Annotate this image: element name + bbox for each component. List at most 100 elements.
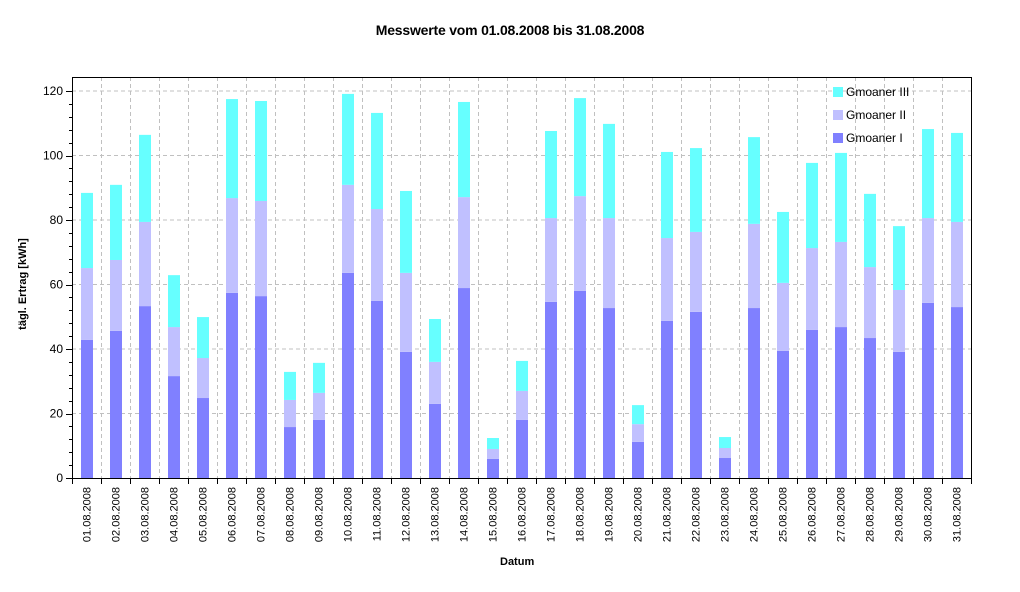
x-tick-label: 18.08.2008 (575, 487, 587, 542)
bar-segment (603, 218, 615, 309)
bar-segment (226, 198, 238, 293)
plot-frame (72, 77, 972, 479)
x-tick-label: 15.08.2008 (488, 487, 500, 542)
bar-segment (516, 419, 528, 478)
bar-segment (516, 390, 528, 420)
bar-segment (574, 196, 586, 291)
bar-segment (255, 100, 267, 201)
bar-segment (748, 223, 760, 309)
bar-segment (951, 132, 963, 222)
bar-segment (893, 226, 905, 290)
bar-segment (632, 405, 644, 425)
y-tick-label: 80 (50, 213, 64, 227)
bar-segment (835, 327, 847, 478)
x-tick-label: 22.08.2008 (691, 487, 703, 542)
y-tick-label: 40 (50, 342, 64, 356)
y-tick-label: 0 (56, 471, 63, 485)
bar-segment (429, 319, 441, 362)
x-tick-label: 04.08.2008 (169, 487, 181, 542)
bar-segment (748, 308, 760, 478)
bar-segment (197, 358, 209, 399)
bar-segment (864, 267, 876, 339)
bar-segment (661, 238, 673, 321)
bar-segment (139, 306, 151, 478)
bar-segment (893, 351, 905, 478)
bar-segment (284, 427, 296, 478)
bar-segment (516, 360, 528, 391)
bar-segment (371, 112, 383, 210)
bar-segment (719, 437, 731, 449)
x-tick-label: 30.08.2008 (923, 487, 935, 542)
x-tick-label: 11.08.2008 (372, 487, 384, 541)
bar-segment (661, 151, 673, 239)
bar-segment (284, 399, 296, 428)
bar-segment (545, 301, 557, 478)
bar-segment (342, 272, 354, 478)
x-tick-label: 16.08.2008 (517, 487, 529, 542)
bar-segment (371, 300, 383, 478)
x-tick-label: 24.08.2008 (749, 487, 761, 542)
bar-segment (371, 209, 383, 301)
bar-segment (400, 272, 412, 352)
bar-segment (313, 392, 325, 420)
x-tick-label: 28.08.2008 (865, 487, 877, 542)
bar-segment (342, 184, 354, 273)
x-tick-label: 07.08.2008 (256, 487, 268, 542)
x-tick-label: 20.08.2008 (633, 487, 645, 542)
bar-segment (81, 339, 93, 478)
bar-segment (226, 292, 238, 478)
x-tick-label: 06.08.2008 (227, 487, 239, 542)
x-axis-label: Datum (500, 556, 535, 568)
y-tick-label: 120 (43, 84, 63, 98)
bar-segment (632, 424, 644, 442)
x-tick-label: 10.08.2008 (343, 487, 355, 542)
bar-segment (168, 275, 180, 328)
bar-segment (719, 448, 731, 459)
x-tick-label: 05.08.2008 (198, 487, 210, 542)
bar-segment (255, 200, 267, 297)
bar-segment (574, 98, 586, 197)
x-tick-label: 31.08.2008 (952, 487, 964, 542)
bar-segment (487, 438, 499, 449)
bar-segment (777, 282, 789, 351)
bar-segment (835, 241, 847, 328)
bar-segment (458, 288, 470, 478)
bar-segment (806, 248, 818, 330)
legend-item-label: Gmoaner I (846, 131, 903, 145)
chart-title: Messwerte vom 01.08.2008 bis 31.08.2008 (375, 22, 645, 38)
bar-segment (719, 458, 731, 478)
bar-segment (168, 327, 180, 377)
x-tick-label: 08.08.2008 (285, 487, 297, 542)
bar-segment (603, 123, 615, 219)
x-tick-label: 23.08.2008 (720, 487, 732, 542)
bar-segment (661, 320, 673, 478)
y-tick-label: 60 (50, 278, 64, 292)
bar-segment (922, 218, 934, 303)
bar-segment (690, 231, 702, 312)
legend-swatch-icon (833, 87, 843, 97)
bar-segment (893, 289, 905, 352)
bar-segment (429, 361, 441, 404)
bar-segment (487, 448, 499, 459)
bar-segment (487, 458, 499, 478)
x-tick-label: 12.08.2008 (401, 487, 413, 542)
bar-segment (951, 307, 963, 478)
bar-segment (197, 317, 209, 359)
bar-segment (545, 218, 557, 302)
bar-segment (342, 93, 354, 185)
x-tick-label: 21.08.2008 (662, 487, 674, 542)
bar-segment (139, 221, 151, 307)
bar-segment (806, 162, 818, 249)
bar-segment (81, 268, 93, 340)
bar-segment (777, 350, 789, 478)
bar-segment (429, 403, 441, 478)
bar-segment (690, 148, 702, 232)
legend-item-label: Gmoaner III (846, 85, 909, 99)
bar-segment (168, 376, 180, 478)
bar-segment (313, 419, 325, 478)
bar-segment (400, 351, 412, 478)
bar-segment (748, 137, 760, 224)
bar-segment (922, 129, 934, 219)
x-tick-label: 13.08.2008 (430, 487, 442, 542)
